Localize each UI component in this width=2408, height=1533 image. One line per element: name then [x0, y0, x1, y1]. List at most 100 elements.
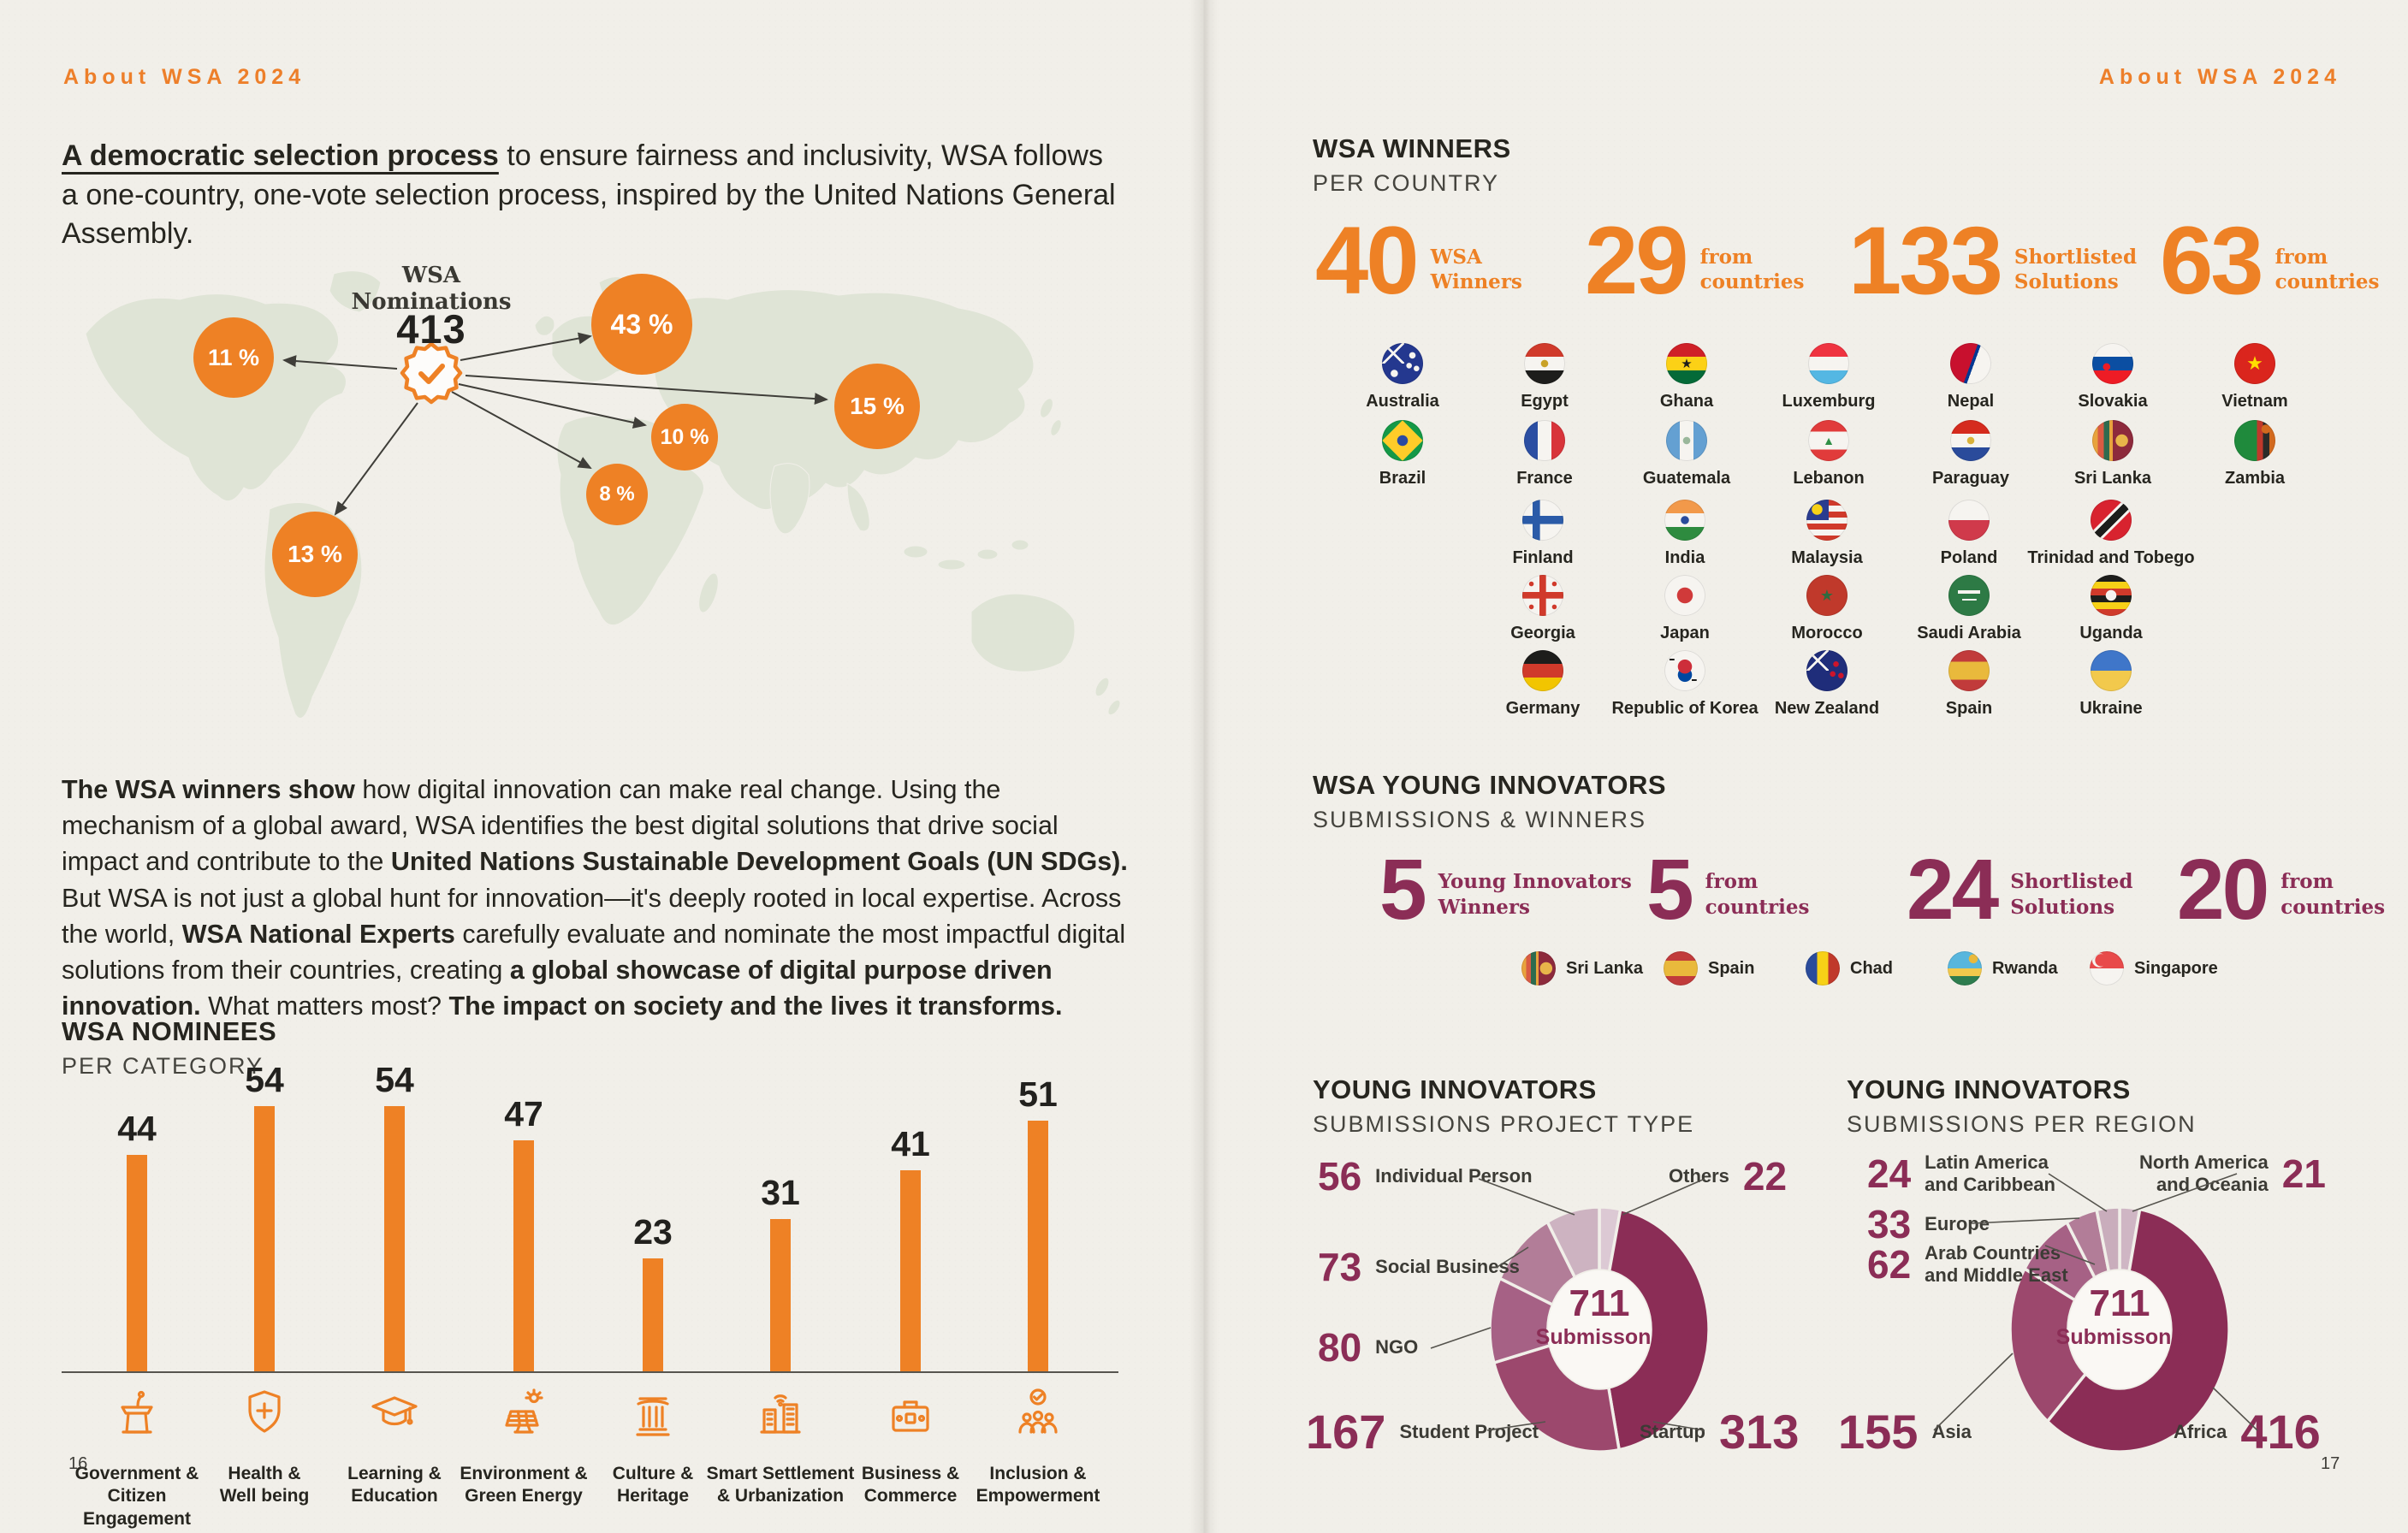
- continent-australia: [970, 593, 1076, 672]
- flag-australia-icon: [1382, 343, 1423, 384]
- check-icon: [418, 364, 445, 384]
- flag-paraguay-icon: [1950, 420, 1991, 461]
- region-india: [769, 463, 810, 535]
- donut-total: 711: [1569, 1282, 1630, 1324]
- country-cell: New Zealand: [1756, 650, 1898, 719]
- category-label: Government & Citizen Engagement: [74, 1464, 199, 1529]
- country-cell: Finland: [1472, 500, 1614, 568]
- stat-shortlisted: 133 Shortlisted Solutions: [1848, 207, 2138, 314]
- stat-label: from countries: [2280, 870, 2386, 919]
- country-cell: Malaysia: [1756, 500, 1898, 568]
- flag-guatemala-icon: [1666, 420, 1707, 461]
- stat-label: Shortlisted Solutions: [2014, 245, 2138, 294]
- stat-value: 5: [1646, 842, 1694, 938]
- country-cell: Sri Lanka: [1521, 951, 1664, 986]
- solar-panel-icon: [496, 1386, 551, 1441]
- flag-nepal-icon: [1950, 343, 1991, 384]
- donut-hole: [1548, 1270, 1651, 1388]
- smart-city-icon: [753, 1386, 808, 1441]
- country-cell: Guatemala: [1616, 420, 1758, 488]
- stat-value: 40: [1315, 207, 1420, 314]
- country-label: Luxemburg: [1782, 392, 1876, 411]
- country-cell: Egypt: [1474, 343, 1616, 411]
- country-cell: ★ Ghana: [1616, 343, 1758, 411]
- bar-value: 54: [245, 1060, 284, 1099]
- country-label: Trinidad and Tobego: [2027, 548, 2195, 567]
- bar-value: 31: [761, 1173, 800, 1212]
- health-shield-icon: [237, 1386, 292, 1441]
- flag-singapore-icon: [2090, 951, 2124, 986]
- section-title: WSA NOMINEES: [62, 1016, 277, 1046]
- flag-spain-icon: [1664, 951, 1698, 986]
- country-cell: Ukraine: [2040, 650, 2182, 719]
- country-label: Guatemala: [1642, 469, 1731, 488]
- country-label: Ukraine: [2079, 699, 2143, 718]
- stat-value: 5: [1379, 842, 1427, 938]
- map-bubble: 8 %: [586, 464, 648, 525]
- continent-north-america: [85, 293, 347, 502]
- stat-label: from countries: [1705, 870, 1810, 919]
- donut-region-center: 711 Submissons: [2034, 1285, 2205, 1350]
- map-bubble: 11 %: [193, 317, 274, 398]
- country-label: Nepal: [1947, 392, 1995, 411]
- bar: [254, 1106, 275, 1371]
- country-cell: Republic of Korea: [1611, 650, 1759, 719]
- country-cell: Chad: [1806, 951, 1948, 986]
- country-label: Rwanda: [1992, 958, 2058, 978]
- category-label: Learning & Education: [347, 1464, 442, 1506]
- country-cell: Australia: [1332, 343, 1474, 411]
- stat-value: 63: [2160, 207, 2264, 314]
- country-cell: Trinidad and Tobego: [2027, 500, 2195, 568]
- country-label: Chad: [1850, 958, 1893, 978]
- donut-chart-project-type: [1488, 1205, 1711, 1453]
- country-label: Finland: [1512, 548, 1574, 567]
- nominees-section-header: WSA NOMINEES PER CATEGORY: [62, 1016, 276, 1080]
- stat-wsa-winners: 40 WSA Winners: [1315, 207, 1522, 314]
- donut-type-header: YOUNG INNOVATORS SUBMISSIONS PROJECT TYP…: [1313, 1074, 1694, 1138]
- donut-hole: [2068, 1270, 2171, 1388]
- section-subtitle: SUBMISSIONS PROJECT TYPE: [1313, 1111, 1695, 1137]
- country-cell: ▲ Lebanon: [1758, 420, 1900, 488]
- slice-label-social-business: 73 Social Business: [1318, 1245, 1520, 1289]
- country-label: Republic of Korea: [1611, 699, 1759, 718]
- slice-label-latin-america: 24 Latin America and Caribbean: [1867, 1151, 2055, 1196]
- category-label: Culture & Heritage: [612, 1464, 694, 1506]
- nominations-total: 413: [396, 306, 466, 352]
- flag-poland-icon: [1948, 500, 1990, 541]
- country-label: Australia: [1366, 392, 1439, 411]
- bar-value: 54: [375, 1060, 414, 1099]
- page-number-right: 17: [2321, 1454, 2340, 1473]
- bar: [384, 1106, 405, 1371]
- country-label: Vietnam: [2221, 392, 2288, 411]
- flag-vietnam-icon: ★: [2234, 343, 2275, 384]
- donut-total-label: Submissons: [1535, 1325, 1664, 1349]
- winner-flags-row-1: Australia Egypt ★ Ghana Luxemburg Nepal Slovak…: [1332, 343, 2326, 411]
- nominees-bar-chart: 44 54 54 47 23 31 41 51 Government & Citizen Eng…: [62, 1027, 1118, 1529]
- slice-label-north-america: North America and Oceania 21: [2139, 1151, 2326, 1196]
- winner-flags-row-4: Georgia Japan ★ Morocco Saudi Arabia Uganda: [1472, 575, 2182, 643]
- bar-value: 51: [1018, 1074, 1058, 1114]
- flag-republic-of-korea-icon: [1664, 650, 1705, 691]
- graduation-cap-icon: [367, 1386, 422, 1441]
- country-label: Brazil: [1379, 469, 1426, 488]
- country-label: Ghana: [1659, 392, 1714, 411]
- country-label: Spain: [1945, 699, 1993, 718]
- stat-label: Young Innovators Winners: [1438, 870, 1632, 919]
- podium-icon: [110, 1386, 164, 1441]
- flag-morocco-icon: ★: [1806, 575, 1848, 616]
- flag-india-icon: [1664, 500, 1705, 541]
- column-icon: [626, 1386, 680, 1441]
- country-label: Japan: [1660, 624, 1710, 642]
- stat-value: 29: [1585, 207, 1689, 314]
- winners-section-header: WSA WINNERS PER COUNTRY: [1313, 133, 1511, 197]
- stat-value: 133: [1848, 207, 2003, 314]
- body-paragraph: The WSA winners show how digital innovat…: [62, 775, 1128, 1021]
- flag-luxemburg-icon: [1808, 343, 1849, 384]
- slice-label-individual-person: 56 Individual Person: [1318, 1154, 1533, 1199]
- country-label: Spain: [1708, 958, 1755, 978]
- flag-emblem: ★: [1681, 356, 1693, 371]
- donut-type-center: 711 Submissons: [1514, 1285, 1685, 1350]
- flag-emblem: ▲: [1823, 434, 1835, 447]
- bar: [770, 1219, 791, 1371]
